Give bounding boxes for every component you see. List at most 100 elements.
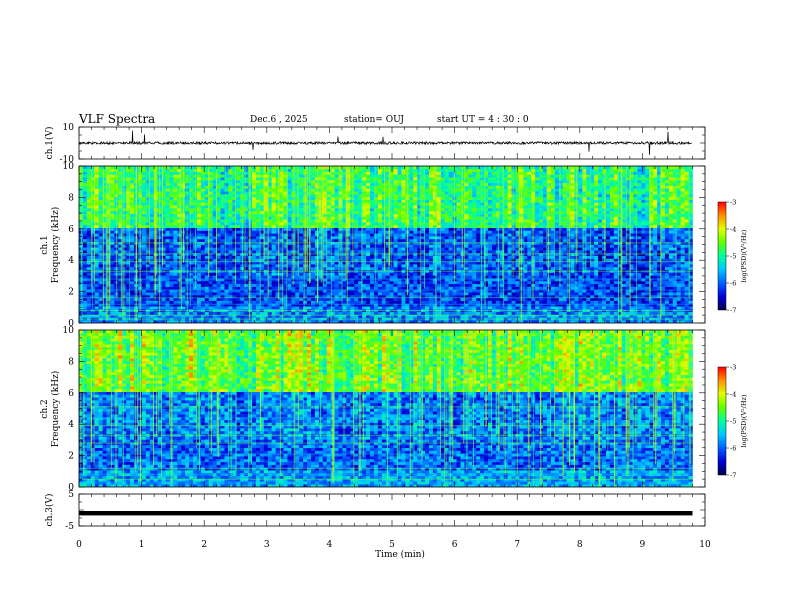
- spectrogram-cell: [311, 182, 316, 186]
- spectrogram-cell: [334, 205, 339, 209]
- spectrogram-cell: [212, 238, 217, 242]
- spectrogram-cell: [228, 205, 233, 209]
- spectrogram-cell: [189, 241, 194, 245]
- spectrogram-cell: [204, 236, 210, 240]
- spectrogram-cell: [354, 224, 359, 228]
- spectrogram-cell: [244, 320, 249, 323]
- spectrogram-cell: [82, 168, 88, 172]
- spectrogram-cell: [122, 182, 127, 186]
- spectrogram-cell: [236, 168, 241, 172]
- spectrogram-cell: [228, 244, 233, 248]
- spectrogram-cell: [216, 227, 221, 231]
- spectrogram-cell: [326, 306, 331, 310]
- spectrogram-cell: [255, 292, 261, 296]
- spectrogram-cell: [283, 185, 288, 189]
- spectrogram-cell: [252, 264, 257, 268]
- spectrogram-cell: [86, 300, 92, 304]
- spectrogram-cell: [279, 233, 284, 237]
- spectrogram-cell: [90, 227, 96, 231]
- spectrogram-cell: [366, 247, 371, 251]
- spectrogram-cell: [102, 166, 107, 170]
- spectrogram-cell: [173, 272, 178, 276]
- spectrogram-cell: [252, 266, 257, 271]
- spectrogram-cell: [350, 208, 355, 212]
- spectrogram-cell: [255, 238, 261, 242]
- spectrogram-cell: [377, 196, 383, 200]
- spectrogram-cell: [354, 210, 359, 214]
- spectrogram-cell: [208, 233, 213, 237]
- spectrogram-cell: [342, 266, 347, 271]
- spectrogram-cell: [196, 247, 202, 251]
- spectrogram-cell: [362, 168, 367, 172]
- spectrogram-cell: [330, 227, 335, 231]
- spectrogram-cell: [385, 250, 390, 254]
- spectrogram-cell: [181, 303, 186, 307]
- spectrogram-cell: [342, 320, 347, 323]
- spectrogram-cell: [161, 191, 166, 195]
- spectrogram-cell: [212, 297, 217, 301]
- spectrogram-cell: [145, 180, 151, 184]
- spectrogram-cell: [173, 208, 178, 212]
- spectrogram-cell: [236, 238, 241, 242]
- spectrogram-cell: [255, 280, 261, 285]
- spectrogram-cell: [397, 208, 402, 212]
- spectrogram-cell: [208, 171, 213, 175]
- spectrogram-cell: [94, 297, 99, 301]
- spectrogram-cell: [295, 208, 300, 212]
- spectrogram-cell: [354, 278, 359, 282]
- spectrogram-cell: [189, 252, 194, 257]
- spectrogram-cell: [318, 311, 324, 315]
- spectrogram-cell: [177, 250, 182, 254]
- spectrogram-cell: [149, 297, 155, 301]
- spectrogram-cell: [358, 252, 363, 257]
- spectrogram-cell: [279, 224, 284, 228]
- spectrogram-cell: [126, 241, 131, 245]
- spectrogram-cell: [189, 320, 194, 323]
- spectrogram-cell: [141, 236, 147, 240]
- spectrogram-cell: [141, 191, 147, 195]
- spectrogram-cell: [299, 275, 304, 279]
- spectrogram-cell: [401, 241, 406, 245]
- spectrogram-cell: [212, 311, 217, 315]
- spectrogram-cell: [350, 311, 355, 315]
- spectrogram-cell: [326, 219, 331, 223]
- spectrogram-cell: [149, 180, 155, 184]
- spectrogram-cell: [267, 196, 272, 200]
- spectrogram-cell: [126, 286, 131, 290]
- spectrogram-cell: [354, 182, 359, 186]
- spectrogram-cell: [228, 272, 233, 276]
- spectrogram-cell: [263, 222, 269, 226]
- spectrogram-cell: [279, 320, 284, 323]
- spectrogram-cell: [346, 202, 351, 206]
- spectrogram-cell: [82, 238, 88, 242]
- spectrogram-cell: [401, 292, 406, 296]
- spectrogram-cell: [118, 306, 123, 310]
- spectrogram-cell: [338, 278, 343, 282]
- spectrogram-cell: [322, 230, 328, 234]
- spectrogram-cell: [165, 286, 170, 290]
- spectrogram-cell: [204, 188, 210, 192]
- spectrogram-cell: [370, 233, 375, 237]
- spectrogram-cell: [346, 185, 351, 189]
- spectrogram-cell: [275, 306, 280, 310]
- spectrogram-cell: [244, 258, 249, 262]
- spectrogram-cell: [228, 250, 233, 254]
- spectrogram-cell: [169, 185, 174, 189]
- spectrogram-cell: [236, 166, 241, 170]
- spectrogram-cell: [377, 191, 383, 195]
- spectrogram-cell: [326, 222, 331, 226]
- spectrogram-cell: [299, 194, 304, 198]
- spectrogram-cell: [86, 210, 92, 214]
- spectrogram-cell: [350, 180, 355, 184]
- spectrogram-cell: [169, 174, 174, 178]
- spectrogram-cell: [126, 236, 131, 240]
- spectrogram-cell: [228, 196, 233, 200]
- spectrogram-cell: [342, 205, 347, 209]
- spectrogram-cell: [381, 320, 387, 323]
- spectrogram-cell: [200, 314, 206, 318]
- spectrogram-cell: [161, 314, 166, 318]
- spectrogram-cell: [263, 264, 269, 268]
- spectrogram-cell: [169, 252, 174, 257]
- spectrogram-cell: [275, 182, 280, 186]
- spectrogram-cell: [381, 278, 387, 282]
